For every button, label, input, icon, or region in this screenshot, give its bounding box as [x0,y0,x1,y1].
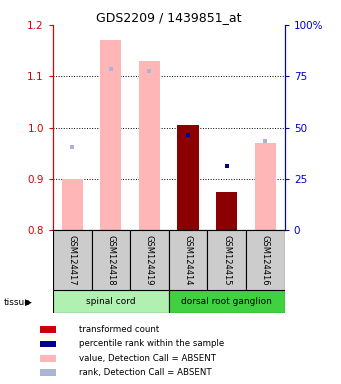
Text: dorsal root ganglion: dorsal root ganglion [181,297,272,306]
Bar [61,179,83,230]
Text: GSM124414: GSM124414 [183,235,193,285]
Bar [53,290,169,313]
Text: rank, Detection Call = ABSENT: rank, Detection Call = ABSENT [79,368,212,377]
Bar [40,326,56,333]
Text: percentile rank within the sample: percentile rank within the sample [79,339,225,348]
Bar [177,125,199,230]
Bar [207,230,246,290]
Text: GSM124418: GSM124418 [106,235,115,285]
Bar [255,143,276,230]
Bar [40,355,56,362]
Bar [139,61,160,230]
Bar [130,230,169,290]
Bar [246,230,285,290]
Text: GSM124415: GSM124415 [222,235,231,285]
Text: spinal cord: spinal cord [86,297,136,306]
Bar [216,192,237,230]
Title: GDS2209 / 1439851_at: GDS2209 / 1439851_at [96,11,241,24]
Text: GSM124419: GSM124419 [145,235,154,285]
Bar [91,230,130,290]
Text: value, Detection Call = ABSENT: value, Detection Call = ABSENT [79,354,217,363]
Text: GSM124417: GSM124417 [68,235,77,285]
Bar [40,369,56,376]
Text: transformed count: transformed count [79,325,160,334]
Text: tissue: tissue [3,298,30,307]
Bar [169,230,207,290]
Text: GSM124416: GSM124416 [261,235,270,285]
Bar [100,40,121,230]
Bar [53,230,91,290]
Bar [169,290,285,313]
Bar [40,341,56,347]
Text: ▶: ▶ [25,298,31,307]
